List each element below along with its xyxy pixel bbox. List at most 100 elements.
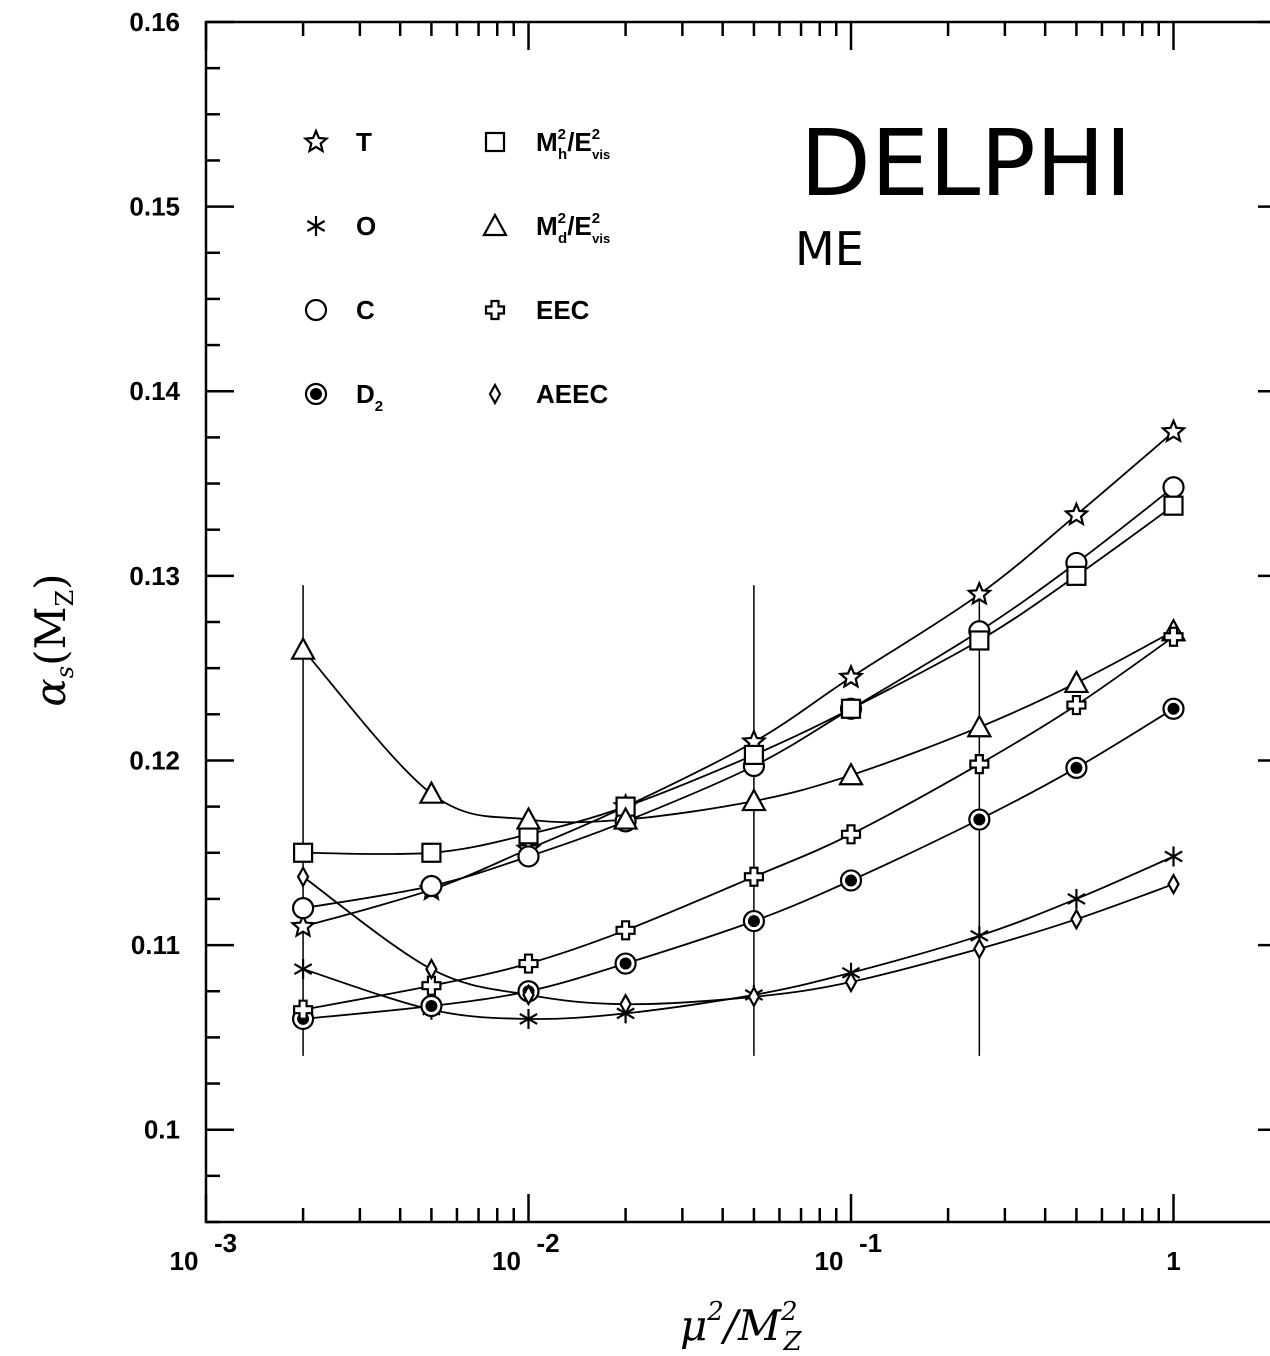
marker-triangle <box>741 787 767 812</box>
marker-circle <box>517 845 540 868</box>
series-markers-6 <box>292 626 1184 1020</box>
y-tick-label: 0.12 <box>129 745 180 775</box>
marker-asterisk-arm <box>1164 850 1183 863</box>
legend-label: EEC <box>536 295 590 325</box>
marker-cross <box>1066 694 1087 716</box>
series-markers-4 <box>292 495 1184 863</box>
marker-star <box>837 663 865 689</box>
y-axis-title-text: αs(MZ) <box>26 573 79 706</box>
marker-cross <box>518 953 539 974</box>
marker-diamond <box>747 985 761 1009</box>
marker-circle <box>1162 476 1185 499</box>
series-markers-7 <box>296 865 1180 1016</box>
marker-diamond <box>488 382 502 406</box>
marker-diamond <box>1070 907 1083 931</box>
x-tick-labels: 10 -3 10 -2 10 -1 1 <box>170 1228 1181 1276</box>
marker-square <box>743 744 765 766</box>
marker-filled-core <box>747 915 760 928</box>
y-tick-labels: 0.1 0.11 0.12 0.13 0.14 0.15 0.16 <box>129 7 180 1145</box>
legend-label: M2 h/E2 vis <box>536 126 610 163</box>
y-tick-label: 0.16 <box>129 7 180 37</box>
chart-title: DELPHI <box>800 110 1132 217</box>
marker-triangle <box>1063 669 1090 694</box>
y-axis-title: αs(MZ) <box>26 573 79 706</box>
marker-cross <box>969 754 990 775</box>
legend-entry <box>484 299 506 321</box>
marker-filled-core <box>310 388 322 400</box>
series-markers-5 <box>290 617 1187 830</box>
legend-entry <box>484 131 506 153</box>
legend-label: O <box>356 211 376 241</box>
legend: T O C D2 M2 h/E2 vis M2 d/E2 vis EEC AEEC <box>302 126 610 415</box>
marker-filled-core <box>425 1000 438 1012</box>
legend-entry <box>304 382 328 406</box>
marker-star <box>966 580 993 606</box>
marker-triangle <box>515 806 542 830</box>
marker-diamond <box>619 992 632 1016</box>
legend-label: T <box>356 127 372 157</box>
marker-triangle <box>290 636 316 660</box>
marker-triangle <box>838 761 864 786</box>
legend-label: M2 d/E2 vis <box>536 210 610 247</box>
marker-diamond <box>296 865 310 889</box>
marker-star <box>1063 501 1090 527</box>
legend-label: AEEC <box>536 379 608 409</box>
y-tick-label: 0.11 <box>131 930 180 960</box>
marker-cross <box>615 920 636 941</box>
x-tick-exponent: -2 <box>537 1228 560 1258</box>
marker-asterisk-arm <box>306 220 326 232</box>
y-tick-label: 0.13 <box>129 561 180 591</box>
marker-cross <box>292 999 314 1020</box>
marker-filled-core <box>619 957 632 970</box>
marker-filled-core <box>973 813 986 826</box>
marker-diamond <box>844 970 858 994</box>
marker-diamond <box>522 983 535 1007</box>
marker-filled-core <box>1070 761 1083 774</box>
marker-star <box>289 912 317 938</box>
marker-filled-core <box>845 874 857 887</box>
series-markers-3 <box>291 697 1185 1031</box>
y-tick-label: 0.14 <box>129 376 180 406</box>
marker-cross <box>484 299 506 321</box>
legend-label: C <box>356 295 375 325</box>
legend-entry <box>302 128 330 154</box>
marker-diamond <box>973 937 986 961</box>
x-tick-label: 1 <box>1166 1246 1180 1276</box>
marker-triangle <box>418 780 445 804</box>
marker-diamond <box>425 957 438 981</box>
series-markers <box>289 417 1187 1031</box>
legend-entry <box>306 216 326 236</box>
marker-triangle <box>966 713 993 738</box>
y-tick-label: 0.1 <box>144 1115 180 1145</box>
marker-triangle <box>482 212 508 237</box>
marker-square <box>840 698 862 719</box>
marker-asterisk-arm <box>519 1012 538 1025</box>
marker-triangle <box>612 806 639 830</box>
y-tick-label: 0.15 <box>129 192 180 222</box>
x-tick-exponent: -1 <box>859 1228 882 1258</box>
x-axis-title-text: μ2/M2 Z <box>680 1297 803 1356</box>
legend-entry <box>482 212 508 237</box>
marker-square <box>421 842 442 863</box>
marker-cross <box>743 866 765 887</box>
marker-star <box>1160 417 1187 444</box>
chart-subtitle: ME <box>795 222 864 276</box>
marker-circle <box>304 298 328 322</box>
marker-square <box>1163 495 1184 516</box>
marker-cross <box>1163 626 1184 647</box>
marker-square <box>969 630 990 651</box>
marker-asterisk-arm <box>293 963 313 976</box>
marker-square <box>1066 565 1087 586</box>
marker-star <box>302 128 330 154</box>
marker-cross <box>421 975 442 996</box>
marker-circle <box>291 897 315 920</box>
marker-diamond <box>1167 872 1180 896</box>
x-tick-label: 10 <box>492 1246 521 1276</box>
x-tick-label: 10 <box>815 1246 844 1276</box>
legend-entry <box>488 382 502 406</box>
x-tick-label: 10 <box>170 1246 199 1276</box>
marker-asterisk-arm <box>1067 892 1086 905</box>
marker-square <box>292 842 314 863</box>
marker-filled-core <box>1167 702 1180 715</box>
